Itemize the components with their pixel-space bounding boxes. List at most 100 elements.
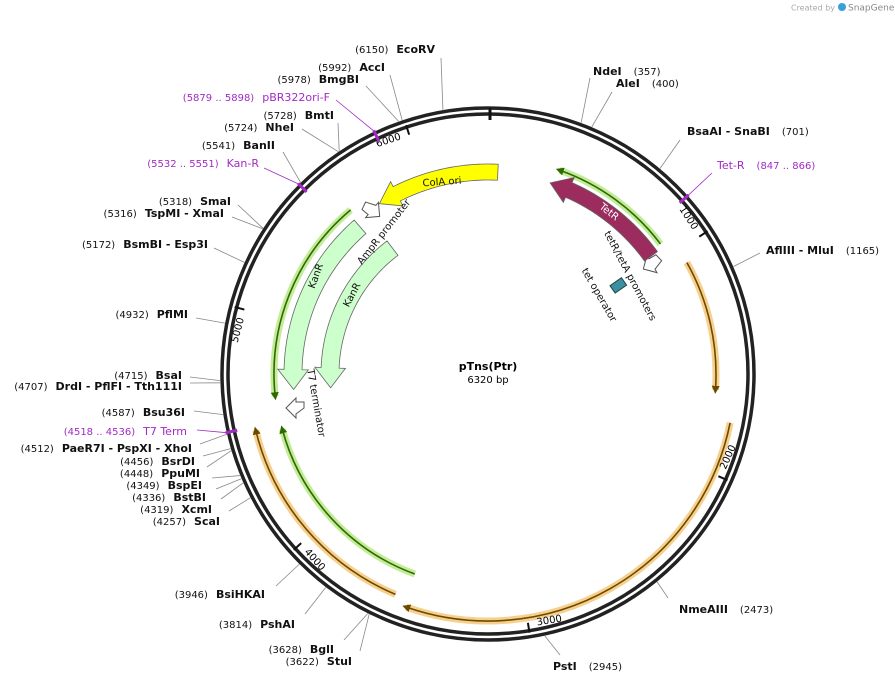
site-position: (5532 .. 5551) [147, 159, 219, 170]
credit-prefix: Created by [791, 4, 835, 13]
site-label: (4587) Bsu36I [102, 406, 185, 419]
site-name: BstBI [173, 491, 206, 504]
site-label: AleI (400) [616, 77, 679, 90]
leader-line [211, 475, 241, 479]
site-position: (3622) [286, 657, 319, 668]
site-position: (6150) [355, 45, 388, 56]
site-position: (5318) [159, 197, 192, 208]
site-label: (4512) PaeR7I - PspXI - XhoI [21, 442, 192, 455]
site-name: BglI [310, 643, 334, 656]
site-position: (847 .. 866) [757, 161, 816, 172]
site-position: (3628) [269, 645, 302, 656]
site-name: Tet-R [716, 159, 745, 172]
leader-line [206, 450, 232, 468]
site-label: (5318) SmaI [159, 195, 231, 208]
leader-line [301, 128, 339, 153]
site-position: (4715) [114, 371, 147, 382]
site-name: BsiHKAI [216, 588, 265, 601]
ruler-label: 3000 [536, 614, 563, 629]
ruler-tick [405, 124, 411, 135]
site-label: (6150) EcoRV [355, 43, 435, 56]
site-name: BanII [243, 139, 275, 152]
leader-line [591, 91, 613, 128]
leader-line [580, 77, 591, 123]
leader-line [440, 57, 444, 110]
leader-line [544, 635, 561, 656]
orf-arc [555, 167, 662, 245]
site-position: (4587) [102, 408, 135, 419]
site-name: AleI [616, 77, 640, 90]
feature-label: ColA ori [422, 176, 462, 190]
site-name: BspEI [168, 479, 202, 492]
site-name: BsaAI - SnaBI [687, 125, 770, 138]
site-position: (1165) [846, 246, 879, 257]
feature-arrow [313, 240, 399, 389]
site-name: NheI [265, 121, 294, 134]
tet-promoter-glyph [642, 254, 663, 274]
site-name: StuI [327, 655, 352, 668]
orf-glow [404, 422, 734, 625]
tet-operator-glyph [609, 277, 628, 294]
leader-line [263, 167, 300, 185]
site-name: XcmI [181, 503, 212, 516]
site-label: (5879 .. 5898) pBR322ori-F [183, 91, 330, 104]
leader-line [359, 614, 370, 652]
site-name: PpuMI [161, 467, 200, 480]
leader-line [213, 247, 245, 263]
site-position: (4456) [120, 457, 153, 468]
leader-line [659, 139, 681, 169]
site-position: (3946) [175, 590, 208, 601]
site-label: AflIII - MluI (1165) [766, 244, 879, 257]
feature-arrow [378, 163, 499, 207]
site-position: (2945) [589, 662, 622, 673]
site-label: PstI (2945) [553, 660, 622, 673]
primer-mark [372, 129, 381, 142]
feature-arrow [276, 219, 367, 391]
site-label: (5316) TspMI - XmaI [104, 207, 224, 220]
site-label: (3946) BsiHKAI [175, 588, 265, 601]
site-position: (4932) [115, 310, 148, 321]
orf-arc [270, 209, 352, 401]
site-position: (5728) [264, 111, 297, 122]
site-name: ScaI [194, 515, 220, 528]
site-name: BmtI [305, 109, 334, 122]
site-label: Tet-R (847 .. 866) [716, 159, 815, 172]
orf-arc [686, 262, 720, 394]
site-label: NdeI (357) [593, 65, 661, 78]
site-position: (5992) [318, 63, 351, 74]
orf-glow [278, 428, 416, 578]
site-label: (4456) BsrDI [120, 455, 195, 468]
leader-line [337, 122, 340, 152]
ruler-tick [698, 230, 709, 238]
site-name: BsaI [156, 369, 182, 382]
site-name: PflMI [157, 308, 188, 321]
ruler-tick [293, 542, 302, 551]
ampr-promoter-glyph [361, 201, 381, 219]
site-name: TspMI - XmaI [145, 207, 224, 220]
site-name: PshAI [260, 618, 295, 631]
site-position: (4518 .. 4536) [64, 427, 136, 438]
site-label: NmeAIII (2473) [679, 603, 773, 616]
site-name: NdeI [593, 65, 622, 78]
ruler-tick [526, 622, 531, 633]
site-name: EcoRV [396, 43, 435, 56]
leader-line [365, 85, 399, 122]
feature-label: tet operator [579, 266, 619, 324]
leader-line [389, 74, 403, 121]
site-name: PaeR7I - PspXI - XhoI [62, 442, 192, 455]
site-label: (4932) PflMI [115, 308, 188, 321]
site-position: (5541) [202, 141, 235, 152]
site-name: AflIII - MluI [766, 244, 834, 257]
leader-line [189, 376, 221, 382]
site-position: (4707) [14, 382, 47, 393]
site-position: (357) [634, 67, 661, 78]
site-name: Bsu36I [143, 406, 185, 419]
site-label: (4319) XcmI [140, 503, 212, 516]
site-name: DrdI - PflFI - Tth111I [56, 380, 182, 393]
site-label: BsaAI - SnaBI (701) [687, 125, 809, 138]
leader-line [656, 581, 669, 599]
site-label: (5724) NheI [224, 121, 294, 134]
site-label: (4518 .. 4536) T7 Term [64, 425, 187, 438]
site-position: (4336) [132, 493, 165, 504]
